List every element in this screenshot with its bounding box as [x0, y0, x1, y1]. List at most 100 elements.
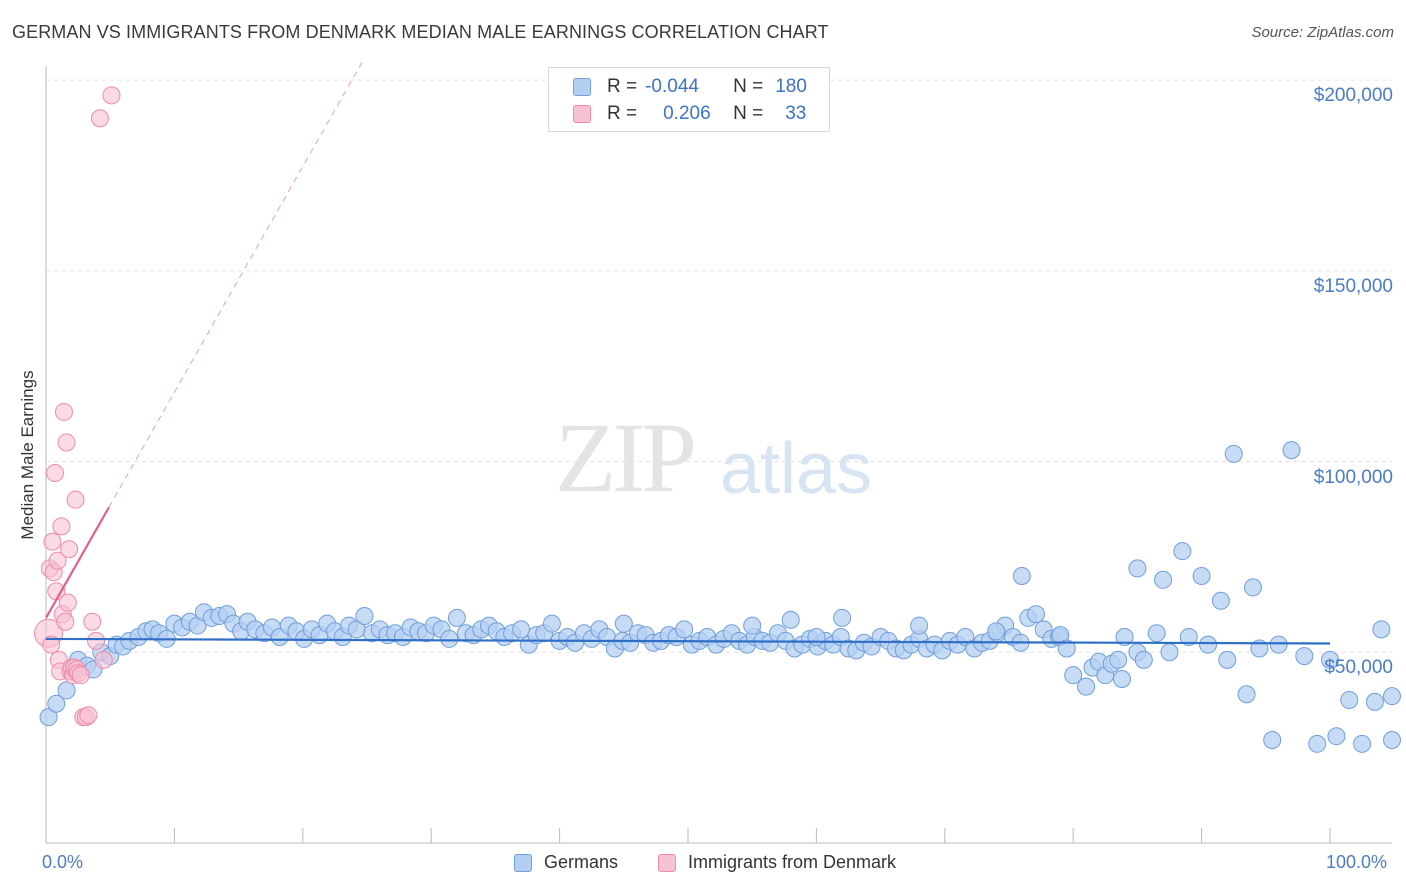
germans-point-178	[1269, 635, 1288, 654]
denmark-point-15	[60, 540, 79, 559]
y-tick-label-1: $100,000	[1313, 466, 1393, 488]
germans-point-171	[1365, 692, 1384, 711]
germans-point-162	[1218, 650, 1237, 669]
germans-point-151	[1128, 559, 1147, 578]
legend-n-label: N =	[733, 76, 764, 97]
germans-point-137	[987, 622, 1006, 641]
germans-point-146	[1109, 650, 1128, 669]
germans-point-153	[1173, 542, 1192, 561]
denmark-point-20	[66, 490, 85, 509]
gridlines	[46, 79, 1392, 653]
legend-n-label-2: N =	[733, 103, 764, 124]
germans-point-177	[1147, 624, 1166, 643]
y-tick-label-0: $50,000	[1324, 657, 1393, 679]
germans-point-174	[1383, 731, 1401, 750]
germans-points	[39, 441, 1401, 753]
germans-point-141	[1077, 677, 1096, 696]
germans-point-175	[1321, 650, 1339, 669]
germans-point-154	[1192, 566, 1211, 585]
x-tick-max: 100.0%	[1326, 852, 1388, 872]
germans-trend-line	[45, 637, 1331, 645]
y-tick-label-2: $150,000	[1313, 275, 1393, 297]
denmark-point-27	[83, 612, 102, 631]
legend-r-label: R =	[607, 76, 638, 97]
bottom-germans-label: Germans	[544, 852, 619, 872]
y-tick-label-3: $200,000	[1313, 85, 1393, 107]
germans-point-147	[1115, 628, 1134, 647]
denmark-point-28	[87, 631, 106, 650]
germans-point-134	[781, 610, 800, 629]
legend-r-germans: -0.044	[645, 76, 699, 97]
germans-point-2	[57, 681, 76, 700]
germans-point-54	[447, 608, 466, 627]
germans-point-167	[1308, 734, 1327, 753]
germans-point-173	[1383, 687, 1401, 706]
germans-point-161	[1199, 635, 1218, 654]
germans-point-136	[910, 616, 929, 635]
watermark-zip: ZIP	[555, 402, 697, 513]
legend-row-germans: R = -0.044 N = 180	[573, 74, 807, 100]
germans-point-140	[1064, 666, 1083, 685]
denmark-point-23	[71, 666, 90, 685]
y-axis-label: Median Male Earnings	[18, 370, 37, 540]
denmark-point-9	[52, 517, 71, 536]
stats-legend: R = -0.044 N = 180 R = 0.206 N = 33	[548, 67, 830, 132]
germans-point-135	[833, 608, 852, 627]
bottom-germans-swatch	[514, 853, 532, 872]
bottom-legend-denmark: Immigrants from Denmark	[658, 852, 896, 873]
trend-lines	[45, 506, 1331, 645]
germans-point-172	[1372, 620, 1391, 639]
germans-point-170	[1353, 734, 1372, 753]
germans-point-169	[1340, 690, 1359, 709]
germans-point-83	[675, 620, 694, 639]
germans-point-128	[1026, 605, 1045, 624]
germans-point-163	[1237, 685, 1256, 704]
denmark-point-31	[102, 86, 121, 105]
germans-point-156	[1224, 444, 1243, 463]
denmark-trend-dashed	[108, 60, 364, 508]
germans-point-159	[1160, 643, 1179, 662]
germans-point-176	[1112, 669, 1131, 688]
denmark-point-32	[42, 635, 61, 654]
denmark-point-6	[48, 551, 67, 570]
axes	[45, 66, 1392, 844]
germans-point-1	[47, 694, 66, 713]
legend-r-label-2: R =	[607, 103, 638, 124]
germans-point-158	[1282, 441, 1301, 460]
germans-point-42	[355, 607, 374, 626]
denmark-point-12	[56, 612, 75, 631]
denmark-points	[34, 86, 121, 727]
germans-point-166	[1295, 647, 1314, 666]
germans-point-62	[512, 620, 531, 639]
legend-n-denmark: 33	[785, 103, 807, 124]
germans-point-149	[1134, 650, 1153, 669]
legend-row-denmark: R = 0.206 N = 33	[573, 101, 806, 127]
germans-point-179	[807, 628, 826, 647]
denmark-point-26	[79, 706, 98, 725]
germans-point-139	[1057, 639, 1076, 658]
denmark-point-11	[54, 402, 73, 421]
x-tick-min: 0.0%	[42, 852, 84, 872]
germans-point-133	[614, 614, 633, 633]
germans-point-0	[39, 708, 58, 727]
source-label: Source: ZipAtlas.com	[1251, 24, 1394, 41]
germans-point-155	[1211, 591, 1230, 610]
germans-point-152	[1154, 570, 1173, 589]
germans-swatch	[573, 78, 591, 96]
denmark-trend-line	[45, 506, 110, 619]
watermark-atlas: atlas	[720, 429, 873, 509]
germans-point-150	[1012, 566, 1031, 585]
denmark-trend-extension	[108, 60, 364, 508]
germans-point-168	[1327, 727, 1346, 746]
legend-r-denmark: 0.206	[663, 103, 711, 124]
legend-n-germans: 180	[775, 76, 807, 97]
denmark-swatch	[573, 105, 591, 123]
germans-point-165	[1263, 731, 1282, 750]
denmark-point-14	[58, 593, 77, 612]
germans-point-157	[1243, 578, 1262, 597]
germans-point-66	[542, 614, 561, 633]
chart-title: GERMAN VS IMMIGRANTS FROM DENMARK MEDIAN…	[12, 22, 829, 42]
bottom-legend-germans: Germans	[514, 852, 618, 873]
germans-point-160	[1179, 628, 1198, 647]
